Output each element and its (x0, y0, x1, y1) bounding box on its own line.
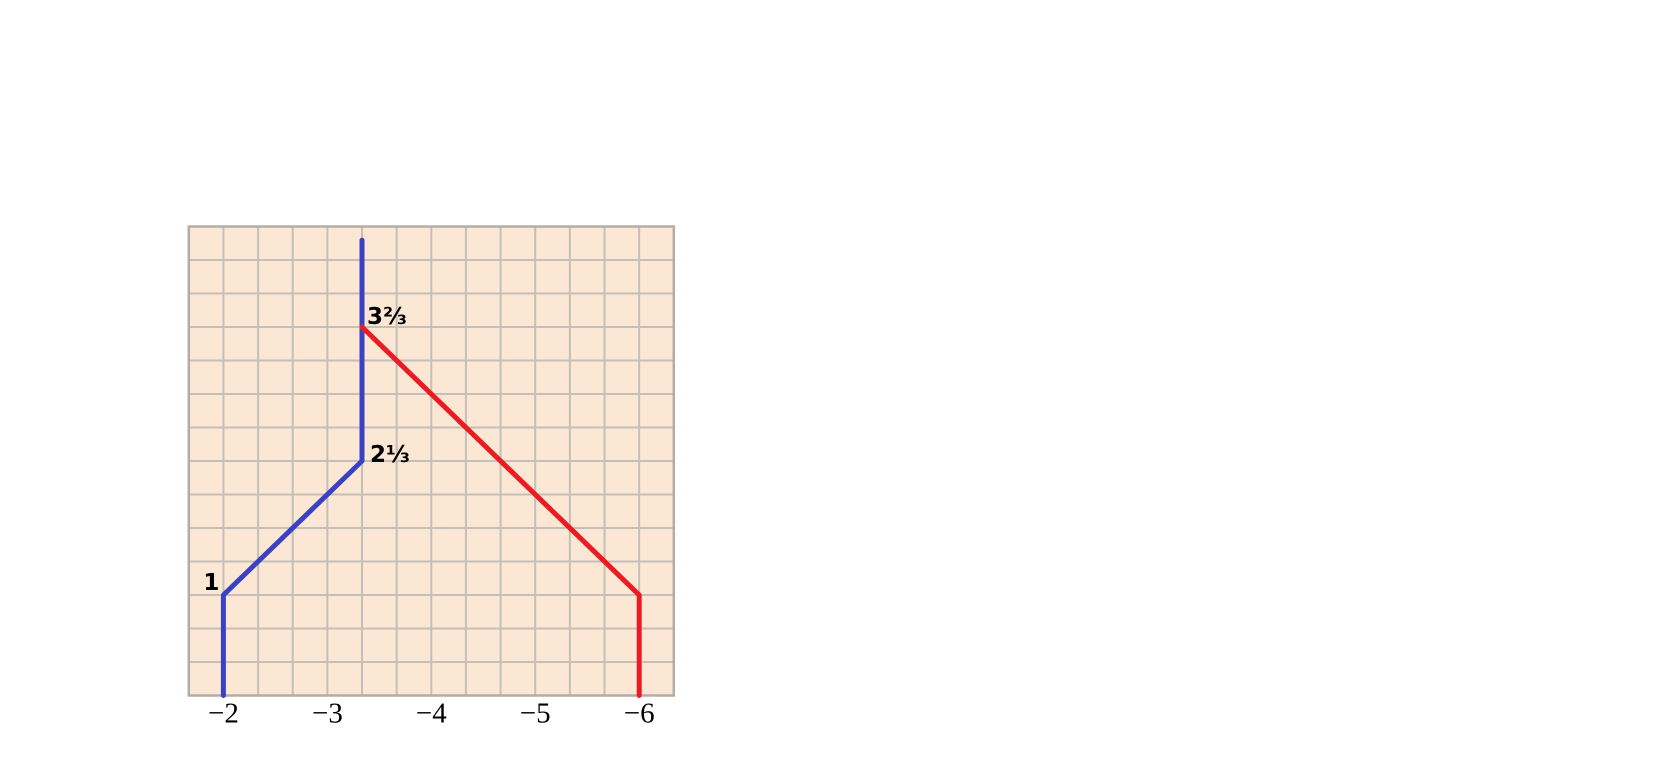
x-axis-tick-label: −6 (624, 698, 655, 730)
point-label: 3⅔ (367, 304, 407, 330)
point-label: 1 (203, 570, 219, 596)
x-axis-tick-label: −3 (312, 698, 343, 730)
x-axis-tick-label: −4 (416, 698, 447, 730)
x-axis-tick-label: −5 (520, 698, 551, 730)
grid-lines (188, 226, 674, 696)
blue-line (220, 237, 365, 698)
red-line (359, 324, 642, 698)
point-label: 2⅓ (370, 442, 410, 468)
x-axis-tick-label: −2 (208, 698, 239, 730)
grid-border (187, 225, 676, 697)
